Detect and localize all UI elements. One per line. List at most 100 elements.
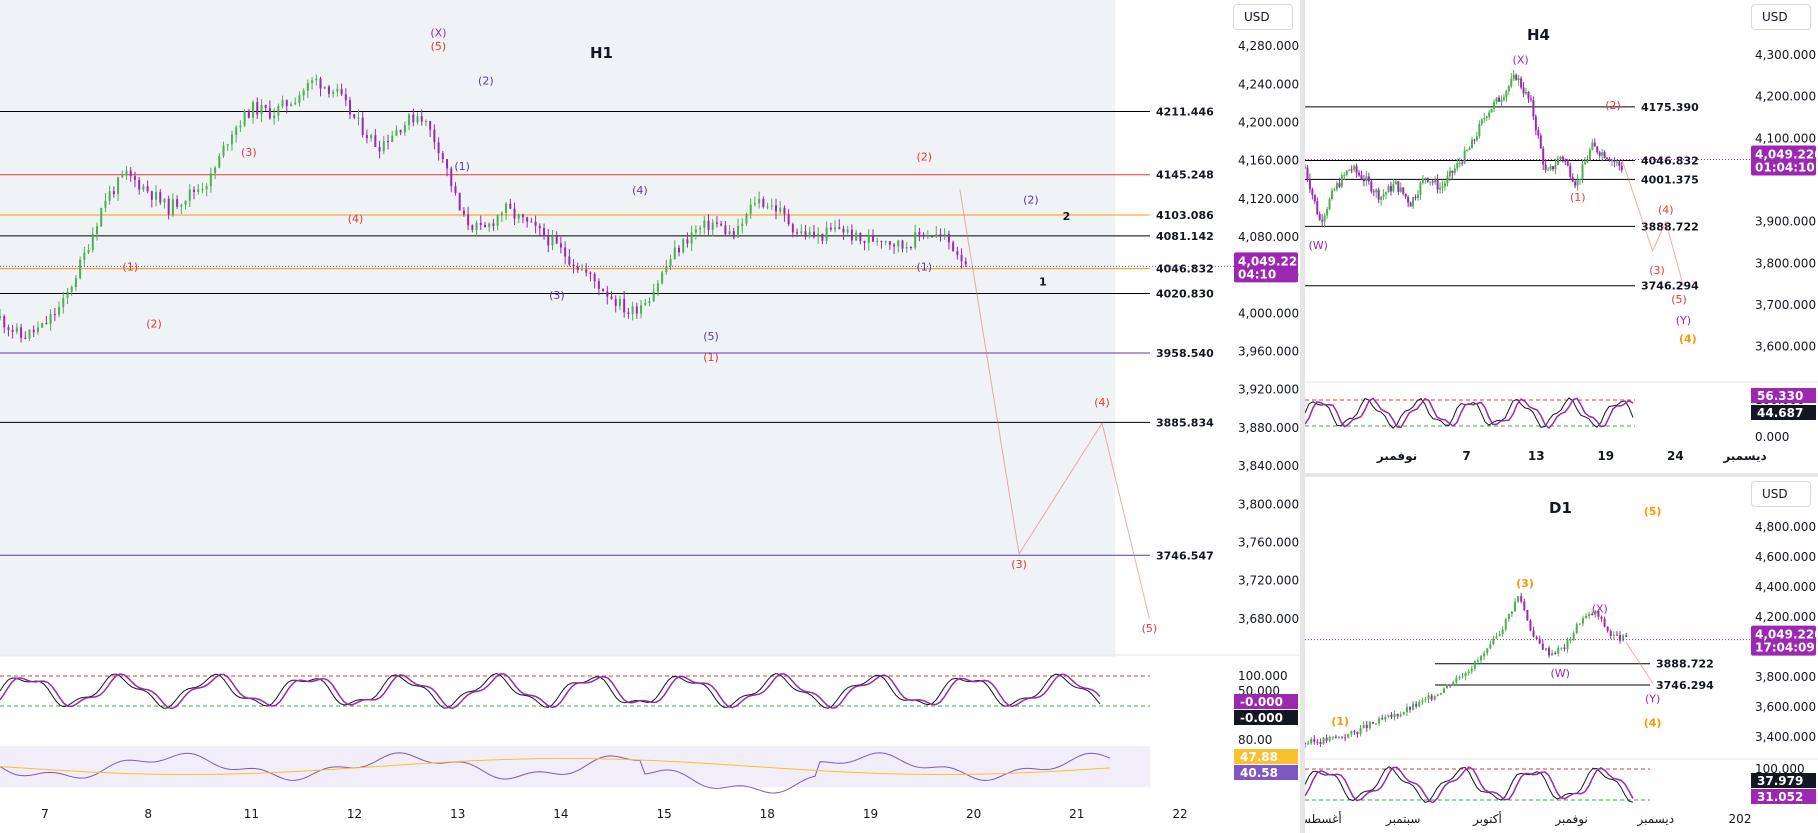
price-axis-tick: 3,800.000	[1755, 256, 1816, 270]
candle-body	[446, 159, 449, 169]
candle-body	[399, 129, 402, 133]
d1-currency-button[interactable]: USD	[1751, 481, 1811, 507]
candle-body	[783, 207, 786, 215]
candle-body	[1353, 731, 1356, 733]
candle-body	[412, 114, 415, 123]
candle-body	[1439, 693, 1442, 695]
candle-body	[11, 329, 14, 332]
candle-body	[893, 244, 896, 247]
candle-body	[1426, 177, 1429, 182]
wave-label: (W)	[1308, 239, 1327, 252]
candle-body	[880, 240, 883, 242]
candle-body	[602, 288, 605, 292]
wave-projection-line	[1621, 159, 1684, 287]
candle-body	[661, 272, 664, 284]
candle-body	[1500, 99, 1503, 102]
candle-body	[871, 235, 874, 242]
candle-body	[1618, 161, 1621, 166]
h1-chart-panel[interactable]: 4211.446 4145.248 4103.086 4081.142 4046.832…	[0, 0, 1300, 833]
candle-body	[1486, 648, 1489, 654]
candle-body	[475, 222, 478, 230]
candle-body	[1554, 653, 1557, 655]
candle-body	[1385, 192, 1388, 195]
shaded-zone	[0, 0, 1115, 657]
candle-body	[197, 189, 200, 192]
candle-body	[1397, 181, 1400, 192]
candle-body	[1316, 201, 1319, 215]
candle-body	[1323, 215, 1326, 222]
candle-body	[922, 234, 925, 237]
candle-body	[1362, 724, 1365, 729]
time-axis-tick: 19	[1597, 449, 1614, 463]
candle-body	[184, 200, 187, 205]
candle-body	[462, 210, 465, 215]
level-label: 3746.294	[1656, 679, 1714, 692]
h4-chart-panel[interactable]: 4175.390 4046.832 4001.375 3888.722 3746.294…	[1305, 0, 1818, 473]
candle-body	[521, 214, 524, 218]
candle-body	[273, 115, 276, 119]
candle-body	[252, 102, 255, 118]
candle-body	[1608, 158, 1611, 162]
candle-body	[450, 168, 453, 187]
candle-body	[1316, 741, 1319, 743]
d1-chart-canvas[interactable]: 3888.722 3746.294 (5) (3) (X) (1) (W) (Y) (4) 4,8…	[1305, 477, 1818, 833]
candle-body	[1308, 178, 1311, 190]
candle-body	[1517, 78, 1520, 80]
candle-body	[1328, 736, 1331, 741]
h4-currency-button[interactable]: USD	[1751, 4, 1811, 30]
candle-body	[1520, 78, 1523, 88]
candle-body	[855, 232, 858, 241]
h1-currency-button[interactable]: USD	[1233, 4, 1293, 30]
candle-body	[1416, 194, 1419, 199]
price-axis-tick: 3,800.000	[1238, 497, 1299, 511]
candle-body	[429, 120, 432, 130]
candle-body	[467, 214, 470, 226]
price-axis-tick: 4,100.000	[1755, 131, 1816, 145]
wave-label: (1)	[1570, 191, 1586, 204]
price-axis-tick: 3,600.000	[1755, 340, 1816, 354]
candle-body	[3, 316, 6, 328]
candle-body	[370, 135, 373, 139]
panel-divider-horizontal[interactable]	[1305, 473, 1818, 477]
candle-body	[133, 176, 136, 180]
candle-body	[1382, 194, 1385, 197]
candle-body	[530, 221, 533, 223]
candle-body	[1613, 160, 1616, 162]
h1-chart-canvas[interactable]: 4211.446 4145.248 4103.086 4081.142 4046.832…	[0, 0, 1300, 833]
candle-body	[1526, 609, 1529, 621]
candle-body	[1367, 176, 1370, 182]
candle-body	[610, 296, 613, 299]
candle-body	[1344, 737, 1347, 739]
candle-body	[1355, 166, 1358, 173]
candle-body	[821, 233, 824, 241]
candle-body	[939, 234, 942, 236]
candle-body	[1571, 176, 1574, 182]
candle-body	[724, 225, 727, 235]
panel-divider-vertical[interactable]	[1300, 0, 1305, 833]
candle-body	[808, 231, 811, 237]
price-axis-tick: 3,960.000	[1238, 345, 1299, 359]
level-label: 4001.375	[1641, 173, 1699, 186]
price-axis-tick: 4,200.000	[1238, 115, 1299, 129]
candle-body	[1625, 635, 1628, 637]
candle-body	[568, 256, 571, 265]
candle-body	[91, 233, 94, 250]
stoch-k-badge	[1234, 694, 1298, 709]
candle-body	[901, 240, 904, 249]
candle-body	[1443, 183, 1446, 187]
d1-chart-panel[interactable]: 3888.722 3746.294 (5) (3) (X) (1) (W) (Y) (4) 4,8…	[1305, 477, 1818, 833]
candle-body	[41, 322, 44, 328]
candle-body	[386, 140, 389, 143]
candle-body	[1433, 695, 1436, 700]
candle-body	[1507, 613, 1510, 620]
candle-body	[627, 312, 630, 314]
rsi-ma-badge	[1234, 749, 1298, 764]
candle-body	[357, 117, 360, 119]
candle-body	[1305, 167, 1306, 169]
candle-body	[669, 259, 672, 267]
candle-body	[753, 203, 756, 205]
candle-body	[1375, 189, 1378, 193]
candle-body	[45, 322, 48, 324]
h4-chart-canvas[interactable]: 4175.390 4046.832 4001.375 3888.722 3746.294…	[1305, 0, 1818, 473]
candle-body	[454, 186, 457, 194]
